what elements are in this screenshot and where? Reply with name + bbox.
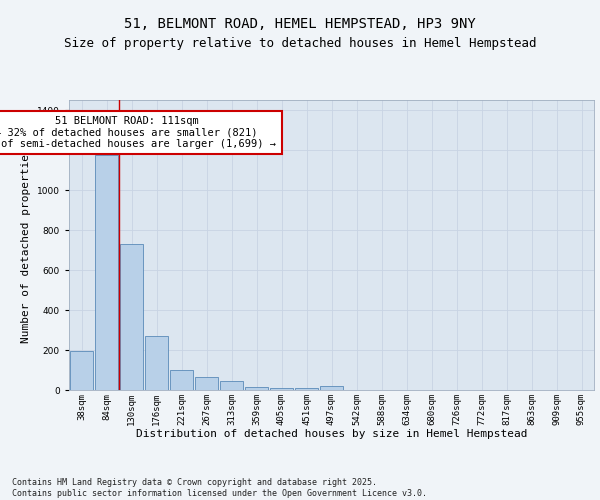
Y-axis label: Number of detached properties: Number of detached properties [22, 147, 31, 343]
Text: 51 BELMONT ROAD: 111sqm
← 32% of detached houses are smaller (821)
67% of semi-d: 51 BELMONT ROAD: 111sqm ← 32% of detache… [0, 116, 277, 149]
Text: 51, BELMONT ROAD, HEMEL HEMPSTEAD, HP3 9NY: 51, BELMONT ROAD, HEMEL HEMPSTEAD, HP3 9… [124, 18, 476, 32]
Text: Size of property relative to detached houses in Hemel Hempstead: Size of property relative to detached ho… [64, 38, 536, 51]
Bar [70, 351, 93, 390]
Bar [220, 381, 243, 390]
Bar [170, 370, 193, 390]
Bar [320, 386, 343, 390]
Bar [120, 244, 143, 390]
Bar [195, 377, 218, 390]
Bar [270, 388, 293, 390]
Bar [295, 388, 318, 390]
Bar [95, 155, 118, 390]
Bar [145, 336, 168, 390]
Text: Contains HM Land Registry data © Crown copyright and database right 2025.
Contai: Contains HM Land Registry data © Crown c… [12, 478, 427, 498]
X-axis label: Distribution of detached houses by size in Hemel Hempstead: Distribution of detached houses by size … [136, 429, 527, 439]
Bar [245, 387, 268, 390]
